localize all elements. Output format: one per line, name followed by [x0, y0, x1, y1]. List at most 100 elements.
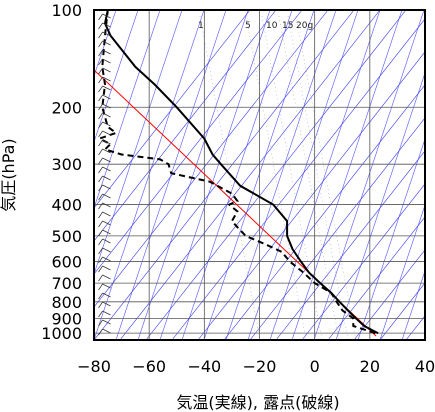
moist-adiabat-line [145, 10, 407, 340]
wind-barb-flag [98, 157, 103, 165]
mixing-ratio-label: 1 [198, 21, 204, 31]
x-tick-labels: −80 −60 −40 −20 0 20 40 [77, 357, 435, 376]
wind-barb [102, 211, 111, 217]
grid [94, 10, 425, 340]
dry-adiabat-line [313, 10, 425, 340]
wind-barb [102, 13, 111, 19]
temperature-line [103, 10, 379, 335]
wind-barb [102, 157, 111, 163]
wind-barb [102, 175, 111, 181]
dry-adiabat-line [94, 10, 161, 209]
wind-barb-flag [98, 175, 103, 183]
mixing-ratio-label: 20g [296, 21, 313, 31]
mixing-ratio-label: 5 [245, 21, 251, 31]
wind-barb [102, 301, 111, 307]
wind-barb [102, 166, 111, 172]
wind-barb-flag [98, 166, 103, 174]
x-tick-label: −20 [243, 357, 277, 376]
y-tick-label: 400 [51, 196, 82, 215]
wind-barb-flag [98, 319, 103, 327]
wind-barb-flag [98, 76, 103, 84]
dewpoint-line [96, 10, 376, 335]
moist-adiabat-line [379, 282, 425, 340]
wind-barb [102, 274, 111, 280]
moist-adiabat-line [94, 10, 277, 242]
moist-adiabat-line [353, 249, 425, 340]
moist-adiabat-line [119, 10, 381, 340]
wind-barb-flag [98, 85, 103, 93]
wind-barb [102, 130, 111, 136]
mixing-ratio-line [199, 15, 261, 340]
moist-adiabat-line [327, 216, 425, 340]
wind-barb-flag [98, 229, 103, 237]
moist-adiabat-line [275, 150, 425, 340]
x-axis-label: 気温(実線), 露点(破線) [176, 393, 339, 412]
wind-barb [102, 31, 111, 37]
wind-barb [102, 193, 111, 199]
wind-barb-flag [98, 220, 103, 228]
wind-barb-flag [98, 67, 103, 75]
wind-barb [102, 139, 111, 145]
moist-adiabat-line [94, 10, 355, 340]
dry-adiabat-line [94, 10, 117, 77]
moist-adiabat-line [197, 51, 425, 340]
dry-adiabat-line [379, 204, 425, 340]
dry-adiabat-line [115, 10, 227, 340]
series-lines [96, 10, 379, 335]
wind-barb-flag [98, 328, 103, 336]
wind-barb [102, 283, 111, 289]
wind-barb-flag [98, 292, 103, 300]
x-tick-label: −80 [77, 357, 111, 376]
dry-adiabat-line [94, 10, 139, 143]
wind-barb-flag [98, 310, 103, 318]
background-lines [94, 10, 425, 340]
y-tick-label: 1000 [41, 324, 82, 343]
wind-barb-flag [98, 58, 103, 66]
wind-barb-flag [98, 148, 103, 156]
wind-barbs [98, 13, 111, 336]
x-tick-label: 40 [415, 357, 435, 376]
wind-barb [102, 40, 111, 46]
wind-barb-flag [98, 202, 103, 210]
wind-barb [102, 22, 111, 28]
y-tick-label: 800 [51, 293, 82, 312]
dry-adiabat-line [291, 10, 403, 340]
y-axis-label: 気圧(hPa) [0, 138, 18, 211]
dry-adiabat-line [401, 270, 425, 340]
mixing-ratio-label: 15 [282, 21, 293, 31]
y-tick-label: 700 [51, 274, 82, 293]
wind-barb [102, 58, 111, 64]
wind-barb [102, 148, 111, 154]
mixing-ratio-line [245, 15, 307, 340]
dry-adiabat-line [335, 72, 425, 340]
wind-barb [102, 220, 111, 226]
wind-barb-flag [98, 49, 103, 57]
wind-barb-flag [98, 301, 103, 309]
moist-adiabat-line [94, 10, 303, 275]
dry-adiabat-line [137, 10, 249, 340]
mixing-ratio-line [287, 15, 349, 340]
wind-barb [102, 319, 111, 325]
wind-barb-flag [98, 256, 103, 264]
wind-barb-flag [98, 40, 103, 48]
plot-frame [93, 9, 426, 341]
dry-adiabat-line [269, 10, 381, 340]
dry-adiabat-line [247, 10, 359, 340]
moist-adiabat-line [171, 18, 425, 340]
wind-barb [102, 103, 111, 109]
mixing-ratio-labels: 1 5 10 15 20g [198, 21, 313, 31]
y-tick-label: 900 [51, 309, 82, 328]
wind-barb-flag [98, 211, 103, 219]
wind-barb [102, 67, 111, 73]
y-tick-label: 500 [51, 227, 82, 246]
dry-adiabat-line [203, 10, 315, 340]
mixing-ratio-line [278, 15, 340, 340]
x-tick-label: 20 [360, 357, 380, 376]
wind-barb-flag [98, 184, 103, 192]
mixing-ratio-label: 10 [266, 21, 278, 31]
wind-barb-flag [98, 193, 103, 201]
wind-barb [102, 184, 111, 190]
y-tick-label: 100 [51, 1, 82, 20]
wind-barb [102, 94, 111, 100]
wind-barb-flag [98, 247, 103, 255]
